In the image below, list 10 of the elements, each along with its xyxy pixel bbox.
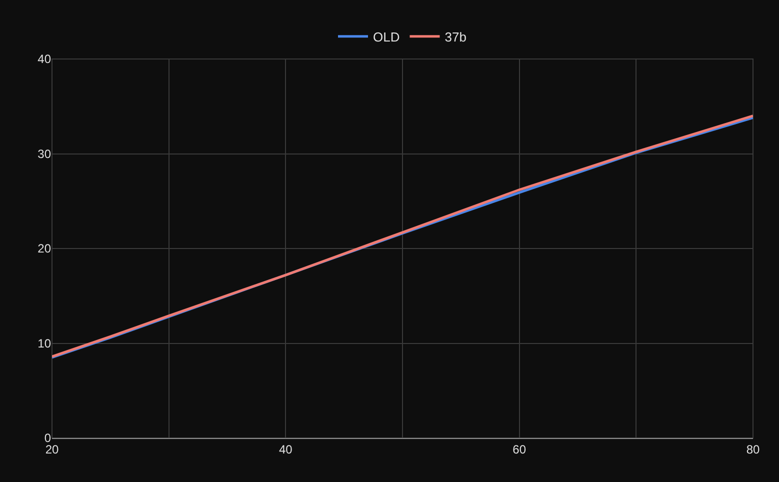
legend-label: 37b xyxy=(444,29,466,44)
y-tick-label: 10 xyxy=(38,336,52,350)
x-tick-label: 60 xyxy=(512,442,526,456)
y-tick-label: 30 xyxy=(38,146,52,161)
y-tick-label: 20 xyxy=(38,242,52,256)
legend-label: OLD xyxy=(373,29,400,44)
x-tick-label: 80 xyxy=(746,442,760,456)
x-tick-label: 40 xyxy=(278,442,293,456)
y-tick-label: 0 xyxy=(44,431,52,446)
y-tick-label: 40 xyxy=(38,52,52,66)
